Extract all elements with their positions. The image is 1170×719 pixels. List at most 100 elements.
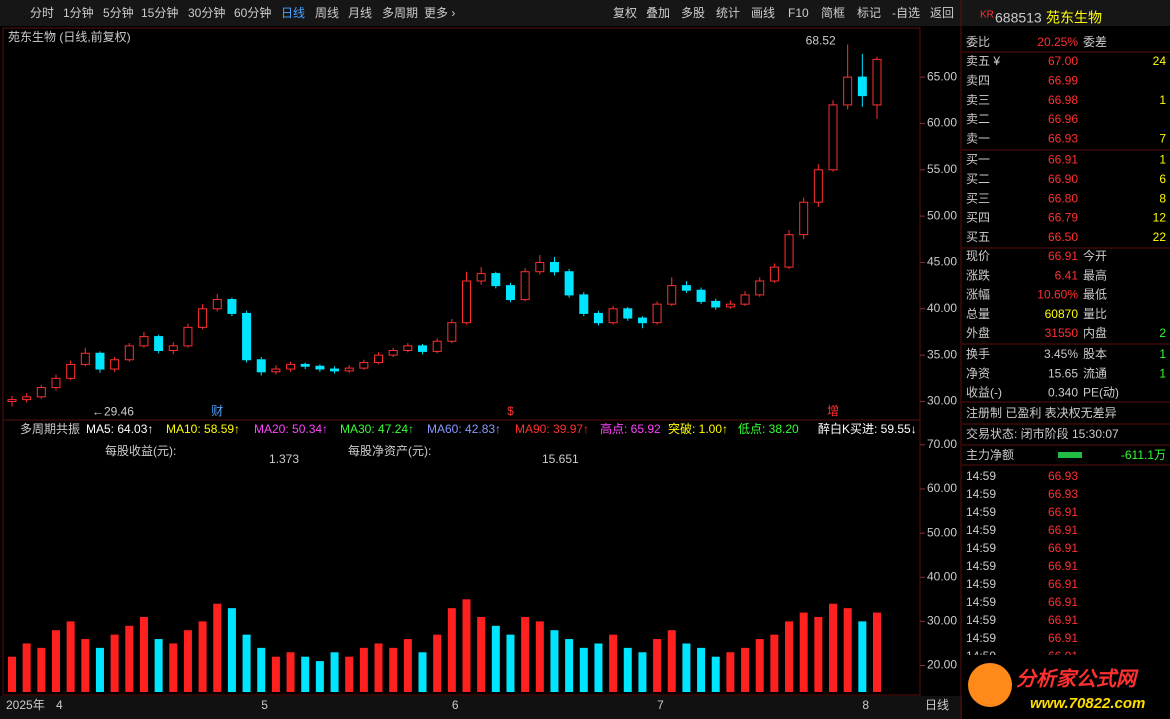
toolbar-button[interactable]: 标记 bbox=[857, 6, 881, 20]
volume-bar bbox=[418, 652, 427, 692]
book-label: 买二 bbox=[966, 172, 990, 186]
y-tick-label: 55.00 bbox=[927, 162, 957, 176]
toolbar-button[interactable]: 叠加 bbox=[646, 6, 670, 20]
badge: KR bbox=[980, 10, 994, 21]
stat-label: 流通 bbox=[1083, 366, 1107, 380]
period-tab[interactable]: 分时 bbox=[30, 6, 54, 20]
flow-label: 主力净额 bbox=[966, 448, 1014, 462]
logo-icon bbox=[968, 663, 1012, 707]
stat-label: 股本 bbox=[1083, 347, 1107, 361]
volume-bar bbox=[653, 639, 662, 692]
candle-body bbox=[461, 280, 471, 324]
period-tab[interactable]: 更多 › bbox=[424, 6, 455, 20]
y-tick-label: 65.00 bbox=[927, 69, 957, 83]
tick-time: 14:59 bbox=[966, 559, 996, 573]
volume-bar bbox=[433, 634, 442, 692]
period-tab[interactable]: 1分钟 bbox=[63, 5, 94, 20]
candle-body bbox=[271, 368, 281, 373]
candle-body bbox=[359, 362, 369, 369]
candle-body bbox=[447, 322, 457, 342]
period-tab[interactable]: 多周期 bbox=[382, 6, 418, 20]
stat-label: PE(动) bbox=[1083, 386, 1119, 400]
stat-label: 收益(-) bbox=[966, 386, 1002, 400]
period-tab[interactable]: 日线 bbox=[281, 6, 305, 20]
tick-price: 66.91 bbox=[1048, 595, 1078, 609]
candle-body bbox=[198, 308, 208, 328]
flow-bar bbox=[1058, 452, 1082, 458]
book-volume: 1 bbox=[1159, 153, 1166, 167]
volume-bar bbox=[198, 621, 207, 692]
book-volume: 24 bbox=[1153, 54, 1167, 68]
candle-body bbox=[784, 234, 794, 268]
book-price: 66.50 bbox=[1048, 230, 1078, 244]
candle-body bbox=[755, 280, 765, 296]
stat-label: 今开 bbox=[1083, 248, 1107, 263]
candle-body bbox=[696, 289, 706, 302]
tick-price: 66.91 bbox=[1048, 541, 1078, 555]
volume-bar bbox=[154, 639, 163, 692]
tick-time: 14:59 bbox=[966, 613, 996, 627]
book-label: 卖二 bbox=[966, 112, 990, 126]
candle-body bbox=[7, 399, 17, 402]
candle-body bbox=[124, 345, 134, 361]
y-tick-label: 50.00 bbox=[927, 208, 957, 222]
toolbar-button[interactable]: F10 bbox=[788, 6, 809, 20]
candle-body bbox=[637, 317, 647, 324]
stat-value: 0.340 bbox=[1048, 386, 1078, 400]
price-annotation: 68.52 bbox=[806, 34, 836, 48]
volume-bar bbox=[477, 616, 486, 692]
toolbar-button[interactable]: 统计 bbox=[716, 6, 740, 20]
period-label: 日线 bbox=[925, 698, 949, 712]
volume-bar bbox=[535, 621, 544, 692]
stat-label: 内盘 bbox=[1083, 325, 1107, 340]
book-label: 买三 bbox=[966, 191, 990, 205]
period-tab[interactable]: 月线 bbox=[348, 6, 372, 20]
toolbar-button[interactable]: 多股 bbox=[681, 6, 705, 20]
price-annotation: ←29.46 bbox=[92, 405, 134, 419]
stat-label: 涨幅 bbox=[966, 287, 990, 302]
stat-label: 涨跌 bbox=[966, 267, 990, 282]
toolbar-button[interactable]: 简框 bbox=[821, 6, 845, 20]
period-tab[interactable]: 30分钟 bbox=[188, 5, 225, 20]
indicator-legend: 低点: 38.20 bbox=[738, 422, 799, 436]
period-tab[interactable]: 15分钟 bbox=[141, 5, 178, 20]
volume-bar bbox=[843, 608, 852, 692]
toolbar-button[interactable]: 复权 bbox=[613, 6, 637, 20]
book-volume: 8 bbox=[1159, 191, 1166, 205]
volume-bar bbox=[51, 630, 60, 692]
book-price: 66.80 bbox=[1048, 191, 1078, 205]
y-tick-label: 70.00 bbox=[927, 437, 957, 451]
volume-bar bbox=[227, 608, 236, 692]
volume-bar bbox=[711, 656, 720, 692]
stat-label: 总量 bbox=[966, 307, 990, 321]
info-value: 1.373 bbox=[269, 452, 299, 466]
candle-body bbox=[183, 326, 193, 347]
volume-bar bbox=[623, 647, 632, 692]
volume-bar bbox=[95, 647, 104, 692]
row-value: 20.25% bbox=[1037, 35, 1078, 49]
period-tab[interactable]: 5分钟 bbox=[103, 5, 134, 20]
book-volume: 6 bbox=[1159, 172, 1166, 186]
volume-bar bbox=[169, 643, 178, 692]
y-tick-label: 50.00 bbox=[927, 525, 957, 539]
toolbar-button[interactable]: -自选 bbox=[892, 6, 920, 20]
date-label: 6 bbox=[452, 698, 459, 712]
period-tab[interactable]: 周线 bbox=[315, 6, 339, 20]
toolbar-button[interactable]: 画线 bbox=[751, 6, 775, 20]
tick-price: 66.91 bbox=[1048, 613, 1078, 627]
volume-bar bbox=[139, 616, 148, 692]
book-volume: 22 bbox=[1153, 230, 1167, 244]
period-tab[interactable]: 60分钟 bbox=[234, 5, 271, 20]
candle-body bbox=[740, 294, 750, 305]
tick-time: 14:59 bbox=[966, 505, 996, 519]
volume-bar bbox=[110, 634, 119, 692]
volume-bar bbox=[125, 625, 134, 692]
volume-bar bbox=[330, 652, 339, 692]
indicator-legend: MA30: 47.24↑ bbox=[340, 422, 414, 436]
candle-body bbox=[535, 261, 545, 273]
candle-body bbox=[505, 285, 515, 301]
y-tick-label: 20.00 bbox=[927, 658, 957, 672]
candle-body bbox=[491, 273, 501, 287]
volume-bar bbox=[374, 643, 383, 692]
toolbar-button[interactable]: 返回 bbox=[930, 6, 954, 20]
